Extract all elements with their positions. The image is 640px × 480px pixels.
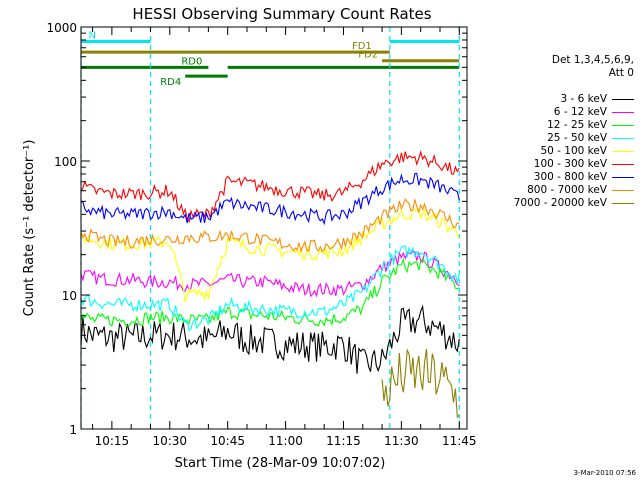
y-tick-label: 1000 bbox=[46, 21, 77, 35]
x-tick-label: 11:30 bbox=[384, 434, 419, 448]
legend-item: 12 - 25 keV bbox=[547, 119, 634, 132]
legend-swatch bbox=[612, 138, 634, 139]
y-axis: 1 10 100 1000 bbox=[46, 21, 467, 437]
legend-item-label: 50 - 100 keV bbox=[540, 145, 607, 157]
plot-frame bbox=[80, 26, 468, 430]
chart-title: HESSI Observing Summary Count Rates bbox=[132, 5, 431, 23]
flag-label-fd2: FD2 bbox=[358, 50, 378, 61]
legend-item: 50 - 100 keV bbox=[540, 145, 634, 158]
y-tick-label: 10 bbox=[62, 289, 77, 303]
legend-swatch bbox=[612, 203, 634, 204]
legend-item-label: 100 - 300 keV bbox=[533, 158, 607, 170]
generation-timestamp: 3-Mar-2010 07:56 bbox=[574, 469, 637, 477]
legend-item: 25 - 50 keV bbox=[547, 132, 634, 145]
legend-header-line-1: Det 1,3,4,5,6,9, bbox=[551, 54, 634, 66]
legend-swatch bbox=[612, 190, 634, 191]
series-lines bbox=[80, 150, 460, 419]
y-tick-label: 100 bbox=[54, 155, 77, 169]
legend-swatch bbox=[612, 151, 634, 152]
legend-item-label: 25 - 50 keV bbox=[547, 132, 607, 144]
x-axis: 10:15 10:30 10:45 11:00 11:15 11:30 11:45 bbox=[92, 27, 477, 448]
series-line bbox=[80, 250, 460, 298]
legend-swatch bbox=[612, 164, 634, 165]
legend-swatch bbox=[612, 125, 634, 126]
legend-swatch bbox=[612, 99, 634, 100]
legend-header-line-2: Att 0 bbox=[608, 67, 634, 79]
legend-swatch bbox=[612, 177, 634, 178]
series-line bbox=[381, 348, 460, 419]
legend-item-label: 3 - 6 keV bbox=[560, 93, 607, 105]
series-line bbox=[80, 198, 460, 253]
flag-label-n: N bbox=[88, 30, 95, 41]
legend-item: 800 - 7000 keV bbox=[527, 184, 634, 197]
series-line bbox=[80, 304, 460, 374]
legend-item: 6 - 12 keV bbox=[554, 106, 634, 119]
flag-label-rd0: RD0 bbox=[181, 56, 202, 67]
x-tick-label: 10:45 bbox=[210, 434, 245, 448]
series-line bbox=[80, 172, 460, 226]
legend-item-label: 7000 - 20000 keV bbox=[513, 197, 607, 209]
legend-item-label: 6 - 12 keV bbox=[553, 106, 607, 118]
series-line bbox=[80, 150, 460, 224]
y-axis-label: Count Rate (s⁻¹ detector⁻¹) bbox=[22, 140, 37, 317]
x-tick-label: 11:00 bbox=[268, 434, 303, 448]
flag-label-rd4: RD4 bbox=[160, 77, 181, 88]
legend-item-label: 12 - 25 keV bbox=[547, 119, 607, 131]
legend-item: 7000 - 20000 keV bbox=[514, 197, 634, 210]
x-tick-label: 11:15 bbox=[326, 434, 361, 448]
legend-item: 100 - 300 keV bbox=[534, 158, 634, 171]
flag-label-fd1: FD1 bbox=[352, 41, 372, 52]
legend-item-label: 300 - 800 keV bbox=[533, 171, 607, 183]
x-tick-label: 10:15 bbox=[95, 434, 130, 448]
x-tick-label: 10:30 bbox=[152, 434, 187, 448]
legend-swatch bbox=[612, 112, 634, 113]
x-axis-label: Start Time (28-Mar-09 10:07:02) bbox=[175, 456, 386, 471]
cyan-vertical-markers bbox=[80, 27, 460, 429]
series-line bbox=[80, 257, 460, 328]
series-line bbox=[80, 245, 460, 332]
y-tick-label: 1 bbox=[69, 423, 77, 437]
legend-item: 3 - 6 keV bbox=[560, 93, 634, 106]
x-tick-label: 11:45 bbox=[442, 434, 477, 448]
legend-item-label: 800 - 7000 keV bbox=[527, 184, 607, 196]
legend-item: 300 - 800 keV bbox=[534, 171, 634, 184]
